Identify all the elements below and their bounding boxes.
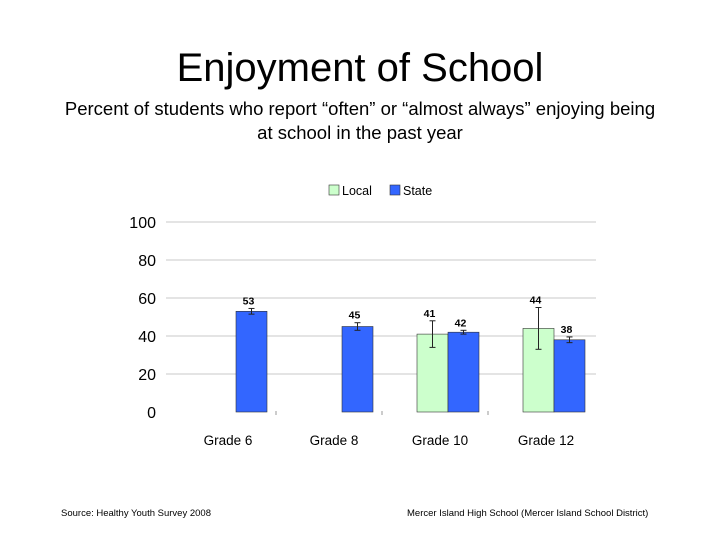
y-tick-label: 40 bbox=[138, 329, 156, 346]
legend-label: State bbox=[403, 184, 432, 198]
y-tick-label: 100 bbox=[129, 215, 156, 232]
chart-subtitle: Percent of students who report “often” o… bbox=[64, 98, 656, 143]
x-tick-label: Grade 12 bbox=[518, 433, 574, 448]
data-label: 45 bbox=[349, 310, 361, 322]
data-label: 41 bbox=[424, 308, 436, 320]
data-label: 44 bbox=[530, 295, 542, 307]
error-bars bbox=[248, 307, 573, 350]
y-tick-label: 80 bbox=[138, 253, 156, 270]
x-tick-label: Grade 8 bbox=[310, 433, 359, 448]
legend: Local State bbox=[328, 184, 432, 198]
x-tick-label: Grade 6 bbox=[204, 433, 253, 448]
y-tick-label: 0 bbox=[147, 405, 156, 422]
bar-local bbox=[522, 328, 555, 413]
bar-state bbox=[553, 339, 586, 413]
y-axis-labels: 0 20 40 60 80 100 bbox=[129, 215, 156, 422]
y-tick-label: 60 bbox=[138, 291, 156, 308]
bar-state bbox=[235, 310, 268, 413]
data-label: 42 bbox=[455, 317, 467, 329]
x-axis-labels: Grade 6 Grade 8 Grade 10 Grade 12 bbox=[204, 433, 575, 448]
source-note: Source: Healthy Youth Survey 2008 bbox=[61, 508, 211, 519]
bars bbox=[235, 310, 586, 413]
y-tick-label: 20 bbox=[138, 367, 156, 384]
chart-title: Enjoyment of School bbox=[176, 46, 544, 90]
legend-swatch bbox=[389, 184, 401, 196]
credit-note: Mercer Island High School (Mercer Island… bbox=[407, 508, 649, 519]
bar-state bbox=[447, 331, 480, 413]
data-label: 38 bbox=[561, 324, 573, 336]
x-tick-label: Grade 10 bbox=[412, 433, 468, 448]
bar-state bbox=[341, 326, 374, 413]
legend-swatch bbox=[328, 184, 340, 196]
data-labels: 53 45 41 42 44 38 bbox=[243, 295, 573, 336]
legend-label: Local bbox=[342, 184, 372, 198]
data-label: 53 bbox=[243, 295, 255, 307]
